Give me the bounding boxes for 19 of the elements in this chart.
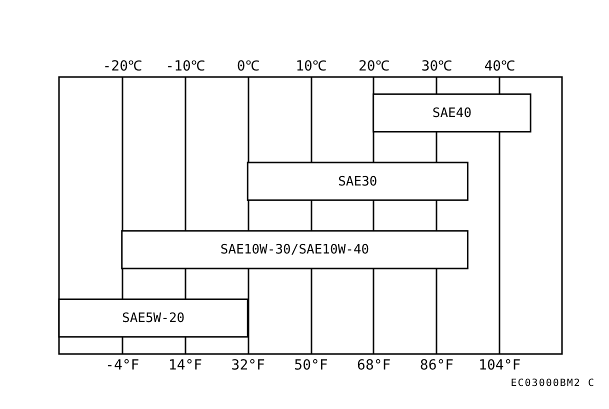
- y-tick-label: SAE5W-20: [122, 311, 185, 326]
- x2-tick-label: 10℃: [296, 58, 326, 74]
- x2-tick-label: 40℃: [484, 58, 516, 74]
- x-tick-label: 104°F: [478, 358, 521, 374]
- y-tick-label: SAE10W-30/SAE10W-40: [220, 242, 370, 258]
- x2-tick-label: 0℃: [236, 58, 260, 74]
- text: EC03000BM2 C: [510, 378, 595, 389]
- x2-tick-label: -10℃: [166, 58, 205, 74]
- x2-tick-label: 30℃: [421, 58, 452, 74]
- y-tick-label: SAE30: [338, 174, 378, 190]
- x-tick-label: 86°F: [420, 358, 454, 374]
- x-tick-label: 32°F: [231, 358, 265, 374]
- x-tick-label: -4°F: [106, 358, 140, 374]
- x-tick-label: 50°F: [294, 358, 328, 374]
- x2-tick-label: 20℃: [358, 58, 390, 74]
- x2-tick-label: -20℃: [102, 58, 142, 74]
- y-tick-label: SAE40: [432, 106, 472, 121]
- x-tick-label: 68°F: [357, 358, 391, 374]
- x-tick-label: 14°F: [168, 358, 202, 374]
